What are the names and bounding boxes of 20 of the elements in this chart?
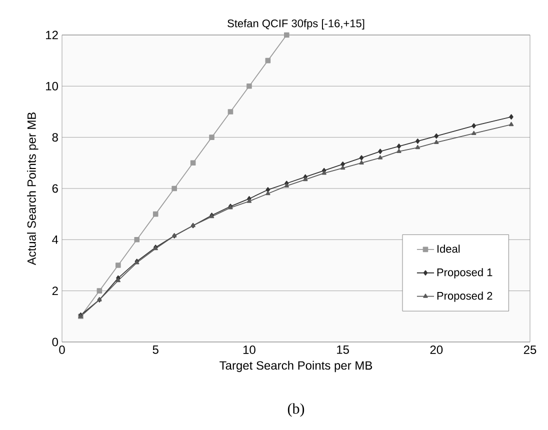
x-axis-title: Target Search Points per MB <box>220 360 372 372</box>
chart-title: Stefan QCIF 30fps [-16,+15] <box>228 19 364 30</box>
y-tick-label: 8 <box>52 133 58 142</box>
legend-label: Ideal <box>438 244 460 253</box>
legend-label: Proposed 1 <box>437 268 492 278</box>
x-tick-label: 0 <box>59 346 65 354</box>
x-tick-label: 10 <box>243 346 256 354</box>
y-axis-title: Actual Search Points per MB <box>27 112 38 266</box>
y-tick-label: 4 <box>52 236 58 244</box>
x-tick-label: 15 <box>337 346 349 354</box>
y-tick-label: 6 <box>52 184 58 193</box>
y-tick-label: 0 <box>52 338 58 346</box>
y-tick-label: 12 <box>46 30 58 40</box>
x-tick-label: 5 <box>152 346 158 354</box>
x-tick-label: 20 <box>430 346 443 354</box>
y-tick-label: 2 <box>52 286 58 296</box>
legend-label: Proposed 2 <box>437 292 492 302</box>
text: (b) <box>288 403 304 417</box>
x-tick-label: 25 <box>524 346 536 354</box>
y-tick-label: 10 <box>46 82 58 90</box>
